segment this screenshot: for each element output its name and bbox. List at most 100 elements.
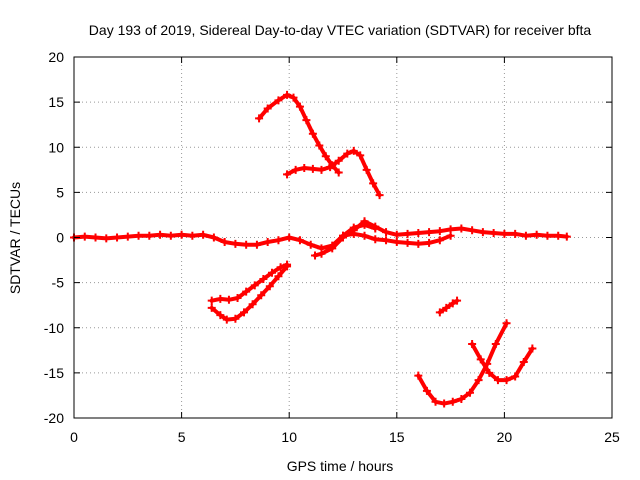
- data-point: [242, 287, 251, 296]
- data-point: [414, 371, 423, 380]
- data-point: [500, 229, 509, 238]
- data-point: [502, 376, 511, 385]
- data-point: [453, 296, 462, 305]
- data-point: [315, 141, 324, 150]
- x-tick-label: 10: [281, 429, 297, 445]
- data-point: [465, 388, 474, 397]
- data-point: [267, 268, 276, 277]
- data-point: [422, 386, 431, 395]
- data-point: [442, 303, 451, 312]
- data-point: [216, 311, 225, 320]
- data-point: [532, 230, 541, 239]
- data-point: [392, 238, 401, 247]
- series-line: [470, 342, 535, 383]
- data-point: [382, 228, 391, 237]
- data-point: [435, 308, 444, 317]
- data-point: [209, 233, 218, 242]
- data-point: [485, 368, 494, 377]
- data-point: [425, 228, 434, 237]
- y-tick-label: 10: [48, 139, 64, 155]
- data-point: [233, 293, 242, 302]
- data-point: [308, 164, 317, 173]
- data-point: [283, 262, 292, 271]
- data-point: [474, 376, 483, 385]
- data-point: [431, 397, 440, 406]
- series-neg-arc-c: [414, 319, 511, 408]
- ticks: 0 5 10 15 20 25 -20 -15 -10 -5 0 5 10 15 20: [44, 49, 620, 445]
- data-point: [554, 231, 563, 240]
- data-point: [468, 339, 477, 348]
- data-point: [446, 231, 455, 240]
- data-point: [308, 129, 317, 138]
- data-point: [375, 191, 384, 200]
- data-point: [392, 230, 401, 239]
- data-point: [476, 355, 485, 364]
- data-point: [356, 151, 365, 160]
- data-point: [134, 231, 143, 240]
- data-point: [188, 231, 197, 240]
- y-axis-label: SDTVAR / TECUs: [7, 182, 23, 294]
- y-tick-label: -10: [44, 320, 64, 336]
- series-neg-arc-a: [207, 260, 292, 305]
- data-point: [521, 231, 530, 240]
- data-point: [414, 239, 423, 248]
- data-point: [263, 238, 272, 247]
- series-line: [257, 92, 341, 175]
- series-baseline-c: [339, 229, 455, 248]
- data-point: [457, 395, 466, 404]
- y-tick-label: 5: [56, 184, 64, 200]
- data-point: [156, 230, 165, 239]
- data-point: [224, 295, 233, 304]
- data-point: [207, 303, 216, 312]
- series-layer: [70, 90, 571, 408]
- data-point: [457, 224, 466, 233]
- data-point: [289, 93, 298, 102]
- data-point: [283, 170, 292, 179]
- data-point: [403, 229, 412, 238]
- data-point: [113, 233, 122, 242]
- data-point: [511, 372, 520, 381]
- y-tick-label: -20: [44, 410, 64, 426]
- data-point: [216, 294, 225, 303]
- data-point: [543, 231, 552, 240]
- data-point: [339, 231, 347, 240]
- data-point: [295, 102, 304, 111]
- data-point: [123, 232, 132, 241]
- data-point: [207, 296, 216, 305]
- data-point: [80, 232, 89, 241]
- data-point: [102, 234, 111, 243]
- series-line: [209, 264, 289, 322]
- data-point: [265, 282, 274, 291]
- data-point: [317, 249, 326, 258]
- data-point: [502, 319, 511, 328]
- data-point: [291, 165, 300, 174]
- data-point: [528, 344, 537, 353]
- data-point: [371, 222, 380, 231]
- data-point: [448, 299, 457, 308]
- data-point: [177, 230, 186, 239]
- data-point: [274, 272, 283, 281]
- series-arc-middle: [283, 146, 384, 200]
- data-point: [328, 244, 337, 253]
- data-point: [91, 233, 100, 242]
- data-point: [349, 146, 358, 155]
- data-point: [511, 229, 520, 238]
- x-tick-label: 15: [389, 429, 405, 445]
- data-point: [311, 251, 320, 260]
- y-tick-label: -15: [44, 365, 64, 381]
- series-neg-arc-b: [207, 262, 292, 324]
- data-point: [435, 227, 444, 236]
- x-tick-label: 5: [178, 429, 186, 445]
- data-point: [491, 339, 500, 348]
- data-point: [220, 238, 229, 247]
- data-point: [166, 231, 175, 240]
- data-point: [360, 217, 369, 226]
- y-tick-label: 20: [48, 49, 64, 65]
- data-point: [448, 397, 457, 406]
- series-line: [416, 321, 509, 406]
- data-point: [321, 152, 330, 161]
- series-line: [437, 298, 460, 315]
- data-point: [369, 179, 378, 188]
- data-point: [440, 399, 449, 408]
